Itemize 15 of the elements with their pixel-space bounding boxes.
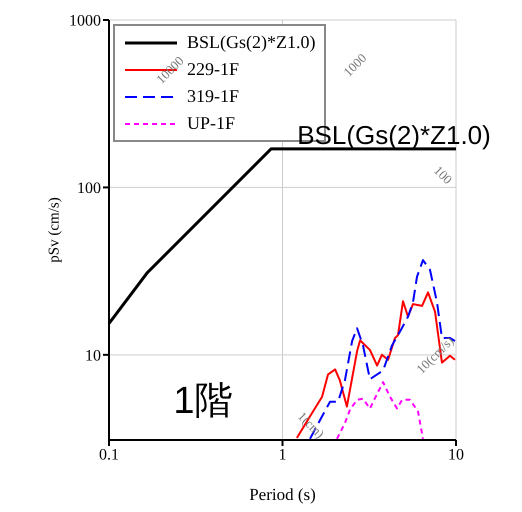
annotation: 1階	[173, 380, 233, 422]
y-tick-label: 1000	[69, 12, 101, 30]
x-tick-label: 10	[448, 446, 464, 464]
legend-label: 229-1F	[187, 58, 240, 81]
annotation: BSL(Gs(2)*Z1.0)	[297, 120, 491, 150]
annotation: 100	[430, 162, 456, 188]
y-axis-title: pSv (cm/s)	[46, 197, 62, 263]
y-tick-label: 10	[85, 348, 101, 365]
legend-label: 319-1F	[187, 85, 240, 108]
legend-label: UP-1F	[187, 112, 236, 135]
x-axis-title: Period (s)	[249, 485, 316, 504]
x-tick-label: 0.1	[99, 446, 119, 464]
y-tick-label: 100	[77, 180, 101, 198]
x-tick-label: 1	[278, 446, 286, 464]
legend-label: BSL(Gs(2)*Z1.0)	[187, 31, 316, 54]
